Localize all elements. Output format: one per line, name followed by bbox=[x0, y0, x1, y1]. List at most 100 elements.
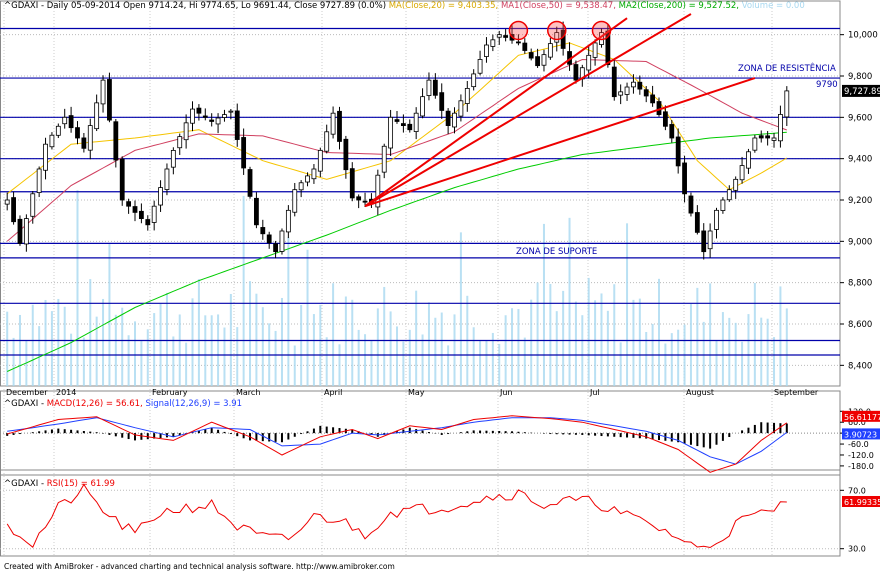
candle-body bbox=[452, 112, 457, 128]
volume-bar bbox=[82, 337, 85, 386]
candle-body bbox=[23, 218, 29, 245]
macd-header-macd: MACD(12,26) = 56.61, bbox=[46, 399, 143, 409]
candle-body bbox=[17, 218, 23, 244]
candle-body bbox=[426, 79, 432, 96]
price-y-tick-label: 9,800 bbox=[848, 72, 872, 82]
volume-bar bbox=[715, 340, 718, 386]
volume-bar bbox=[44, 299, 47, 386]
x-axis-month-label: March bbox=[236, 388, 260, 397]
candle-body bbox=[279, 230, 285, 252]
candle-body bbox=[343, 138, 349, 171]
header-symbol: ^GDAXI bbox=[4, 1, 39, 11]
volume-bar bbox=[255, 293, 258, 386]
volume-bar bbox=[261, 307, 264, 386]
volume-bar bbox=[351, 299, 354, 386]
x-axis-month-label: August bbox=[686, 388, 714, 397]
trendline bbox=[364, 13, 692, 208]
volume-bar bbox=[140, 340, 143, 386]
support-zone-label: ZONA DE SUPORTE bbox=[516, 247, 597, 257]
volume-bar bbox=[70, 333, 73, 386]
volume-bar bbox=[312, 314, 315, 386]
volume-bar bbox=[50, 311, 53, 386]
candle-body bbox=[484, 44, 489, 57]
candle-body bbox=[311, 168, 317, 180]
volume-bar bbox=[504, 315, 507, 386]
candle-body bbox=[49, 134, 55, 148]
candle-body bbox=[439, 92, 445, 111]
volume-bar bbox=[670, 333, 673, 386]
candle-body bbox=[183, 122, 189, 141]
volume-bar bbox=[102, 298, 105, 386]
x-axis-month-label: December bbox=[6, 388, 48, 397]
header-ohlc: Open 9714.24, Hi 9774.65, Lo 9691.44, Cl… bbox=[123, 1, 387, 11]
volume-bar bbox=[236, 327, 239, 386]
candle-body bbox=[119, 158, 125, 201]
candle-body bbox=[490, 39, 496, 47]
volume-bar bbox=[453, 314, 456, 386]
candle-body bbox=[752, 137, 758, 151]
volume-bar bbox=[645, 331, 648, 386]
volume-bar bbox=[747, 314, 750, 386]
candle-body bbox=[662, 111, 668, 127]
volume-bar bbox=[325, 337, 328, 386]
candle-body bbox=[381, 145, 387, 173]
volume-bar bbox=[600, 293, 603, 386]
rsi-y-tick-label: 70.0 bbox=[848, 486, 866, 495]
volume-bar bbox=[594, 300, 597, 386]
volume-bar bbox=[76, 190, 79, 386]
volume-bar bbox=[396, 326, 398, 386]
candle-body bbox=[126, 201, 132, 207]
candle-body bbox=[535, 56, 540, 67]
volume-bar bbox=[619, 342, 622, 386]
volume-bar bbox=[306, 249, 309, 386]
candle-body bbox=[138, 210, 144, 220]
candle-body bbox=[285, 209, 291, 233]
candle-body bbox=[611, 66, 617, 98]
volume-bar bbox=[491, 332, 494, 386]
volume-bar bbox=[511, 308, 514, 386]
volume-bar bbox=[95, 316, 98, 386]
volume-bar bbox=[114, 314, 117, 386]
last-price-tag bbox=[842, 84, 880, 97]
candle-body bbox=[228, 110, 234, 113]
volume-bar bbox=[357, 329, 360, 386]
price-header: ^GDAXI - Daily 05-09-2014 Open 9714.24, … bbox=[4, 1, 805, 11]
volume-bar bbox=[191, 298, 194, 386]
candle-body bbox=[471, 73, 477, 88]
candle-body bbox=[305, 175, 310, 183]
candle-body bbox=[739, 165, 745, 181]
rsi-header-symbol: ^GDAXI bbox=[4, 479, 39, 489]
candle-body bbox=[688, 195, 694, 214]
volume-bar bbox=[562, 290, 565, 386]
candle-body bbox=[375, 174, 381, 208]
volume-bar bbox=[696, 287, 699, 386]
candle-body bbox=[4, 199, 10, 205]
candle-body bbox=[388, 116, 394, 149]
volume-bar bbox=[632, 299, 635, 386]
price-y-tick-label: 10,000 bbox=[848, 31, 878, 41]
volume-bar bbox=[479, 340, 482, 386]
volume-bar bbox=[773, 337, 776, 386]
candle-body bbox=[496, 34, 502, 38]
volume-bar bbox=[127, 335, 130, 386]
candle-body bbox=[241, 137, 247, 169]
candle-body bbox=[733, 178, 739, 191]
candle-body bbox=[81, 137, 87, 149]
volume-bar bbox=[300, 304, 303, 386]
volume-bar bbox=[274, 330, 277, 386]
volume-bar bbox=[568, 217, 571, 386]
volume-bar bbox=[779, 286, 782, 386]
macd-y-tick-label: -120.0 bbox=[848, 451, 874, 460]
volume-bar bbox=[217, 314, 220, 386]
volume-bar bbox=[658, 278, 660, 386]
macd-value-label: 56.61177 bbox=[844, 413, 880, 422]
candle-body bbox=[420, 96, 425, 117]
candle-body bbox=[164, 168, 170, 190]
candle-body bbox=[330, 112, 336, 135]
x-axis-month-label: 2014 bbox=[56, 388, 76, 397]
candle-body bbox=[516, 41, 521, 44]
candle-body bbox=[337, 110, 342, 142]
header-date: 05-09-2014 bbox=[70, 1, 121, 11]
volume-bar bbox=[523, 337, 526, 386]
